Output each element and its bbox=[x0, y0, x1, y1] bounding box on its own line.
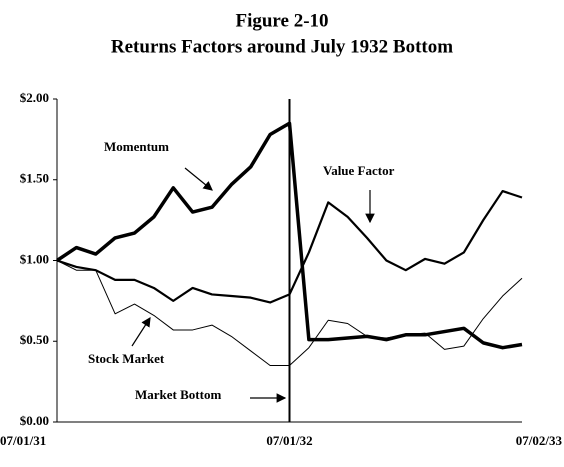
annotation-arrow bbox=[131, 316, 151, 347]
annotation: Market Bottom bbox=[135, 387, 221, 402]
y-tick-label: $1.00 bbox=[20, 251, 49, 266]
annotation-arrow bbox=[184, 167, 213, 191]
chart-subtitle: Returns Factors around July 1932 Bottom bbox=[111, 36, 453, 57]
y-tick-label: $1.50 bbox=[20, 171, 49, 186]
y-tick-label: $2.00 bbox=[20, 90, 49, 105]
series-line bbox=[56, 260, 523, 366]
x-tick-label: 07/02/33 bbox=[516, 433, 563, 448]
y-tick-label: $0.00 bbox=[20, 413, 49, 428]
series-line bbox=[56, 189, 523, 304]
x-tick-label: 07/01/32 bbox=[266, 433, 312, 448]
series-line bbox=[56, 121, 523, 350]
x-tick-label: 07/01/31 bbox=[0, 433, 46, 448]
series-label: Momentum bbox=[104, 139, 169, 154]
series-label: Stock Market bbox=[88, 351, 165, 366]
series-label: Value Factor bbox=[323, 163, 395, 178]
y-tick-label: $0.50 bbox=[20, 332, 49, 347]
chart-title: Figure 2-10 bbox=[235, 10, 328, 31]
